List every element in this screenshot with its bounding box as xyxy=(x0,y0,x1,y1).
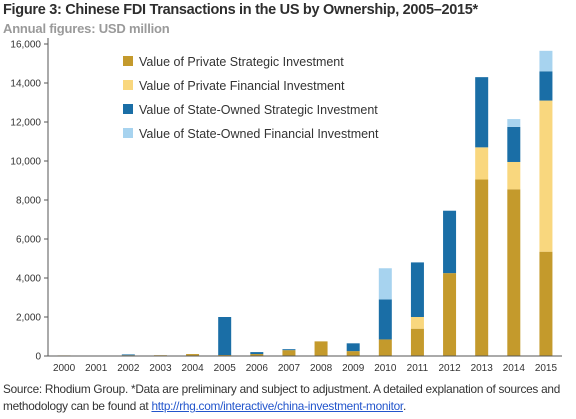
y-tick-label: 10,000 xyxy=(10,157,41,168)
chart-subtitle: Annual figures: USD million xyxy=(3,21,170,36)
bar-2015-series-2 xyxy=(539,100,553,252)
legend-label: Value of Private Financial Investment xyxy=(139,79,345,93)
bar-2010-series-3 xyxy=(378,299,392,340)
x-tick-label: 2005 xyxy=(214,363,237,374)
x-tick-label: 2008 xyxy=(310,363,333,374)
bar-2006-series-3 xyxy=(250,352,264,355)
bar-2011-series-1 xyxy=(410,328,424,356)
bar-2012-series-3 xyxy=(443,210,457,274)
x-tick-label: 2000 xyxy=(53,363,76,374)
x-tick-label: 2015 xyxy=(535,363,558,374)
bar-2002-series-3 xyxy=(121,354,135,356)
x-tick-label: 2006 xyxy=(246,363,269,374)
x-tick-label: 2013 xyxy=(471,363,494,374)
y-tick-label: 0 xyxy=(35,352,41,363)
y-tick-label: 4,000 xyxy=(16,274,41,285)
bar-2014-series-4 xyxy=(507,119,521,127)
chart-title: Figure 3: Chinese FDI Transactions in th… xyxy=(3,2,478,18)
y-tick-label: 2,000 xyxy=(16,313,41,324)
bar-2004-series-1 xyxy=(186,354,200,356)
bar-2006-series-1 xyxy=(250,354,264,356)
bar-2005-series-3 xyxy=(218,317,232,356)
bar-2007-series-1 xyxy=(282,350,296,356)
legend-label: Value of State-Owned Strategic Investmen… xyxy=(139,103,378,117)
bar-2012-series-1 xyxy=(443,273,457,357)
bar-2010-series-4 xyxy=(378,268,392,300)
y-tick-label: 16,000 xyxy=(10,40,41,51)
y-tick-label: 8,000 xyxy=(16,196,41,207)
source-note: Source: Rhodium Group. *Data are prelimi… xyxy=(3,381,575,415)
y-axis: 0 2,000 4,000 6,000 8,000 10,000 12,000 14,000 1… xyxy=(10,38,49,363)
legend-swatch xyxy=(123,128,133,138)
bar-2008-series-1 xyxy=(314,341,328,357)
bar-2015-series-4 xyxy=(539,50,553,72)
bar-2015-series-3 xyxy=(539,71,553,101)
bar-2013-series-2 xyxy=(475,147,489,180)
x-tick-label: 2007 xyxy=(278,363,301,374)
x-tick-label: 2012 xyxy=(438,363,461,374)
legend-swatch xyxy=(123,80,133,90)
x-tick-label: 2003 xyxy=(149,363,172,374)
legend: Value of Private Strategic Investment Val… xyxy=(123,55,379,141)
y-tick-label: 14,000 xyxy=(10,79,41,90)
bar-2009-series-3 xyxy=(346,343,360,352)
y-tick-label: 12,000 xyxy=(10,118,41,129)
bar-2014-series-2 xyxy=(507,161,521,190)
x-tick-label: 2001 xyxy=(85,363,108,374)
legend-swatch xyxy=(123,56,133,66)
legend-label: Value of State-Owned Financial Investmen… xyxy=(139,127,379,141)
source-text: Source: Rhodium Group. *Data are prelimi… xyxy=(3,382,561,413)
x-tick-label: 2011 xyxy=(407,363,429,374)
legend-label: Value of Private Strategic Investment xyxy=(139,55,344,69)
y-tick-label: 6,000 xyxy=(16,235,41,246)
x-tick-label: 2014 xyxy=(503,363,526,374)
bar-2015-series-1 xyxy=(539,251,553,356)
source-link[interactable]: http://rhg.com/interactive/china-investm… xyxy=(151,399,403,413)
bar-2013-series-1 xyxy=(475,179,489,356)
x-axis: 2000 2001 2002 2003 2004 2005 2006 2007 2008 2009… xyxy=(48,355,562,374)
source-suffix: . xyxy=(402,399,406,413)
bar-2013-series-3 xyxy=(475,77,489,148)
bars-group xyxy=(57,50,553,357)
bar-2014-series-1 xyxy=(507,189,521,356)
legend-swatch xyxy=(123,104,133,114)
x-tick-label: 2010 xyxy=(374,363,397,374)
x-tick-label: 2004 xyxy=(181,363,204,374)
bar-2009-series-1 xyxy=(346,351,360,357)
bar-2014-series-3 xyxy=(507,126,521,162)
bar-2011-series-2 xyxy=(410,317,424,329)
bar-2007-series-3 xyxy=(282,349,296,351)
bar-2011-series-3 xyxy=(410,262,424,317)
bar-2010-series-1 xyxy=(378,339,392,356)
x-tick-label: 2009 xyxy=(342,363,365,374)
x-tick-label: 2002 xyxy=(117,363,140,374)
